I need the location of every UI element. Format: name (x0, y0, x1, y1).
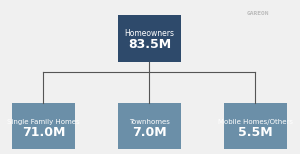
Text: Townhomes: Townhomes (129, 119, 170, 125)
FancyBboxPatch shape (118, 15, 181, 62)
Text: 71.0M: 71.0M (22, 126, 65, 139)
Text: Mobile Homes/Others: Mobile Homes/Others (218, 119, 293, 125)
Text: GAREON: GAREON (247, 11, 270, 16)
Text: 7.0M: 7.0M (132, 126, 167, 139)
Text: 5.5M: 5.5M (238, 126, 273, 139)
FancyBboxPatch shape (12, 103, 75, 149)
Text: Single Family Homes: Single Family Homes (7, 119, 80, 125)
Text: 83.5M: 83.5M (128, 38, 171, 51)
FancyBboxPatch shape (118, 103, 181, 149)
FancyBboxPatch shape (224, 103, 287, 149)
Text: Homeowners: Homeowners (124, 29, 174, 38)
